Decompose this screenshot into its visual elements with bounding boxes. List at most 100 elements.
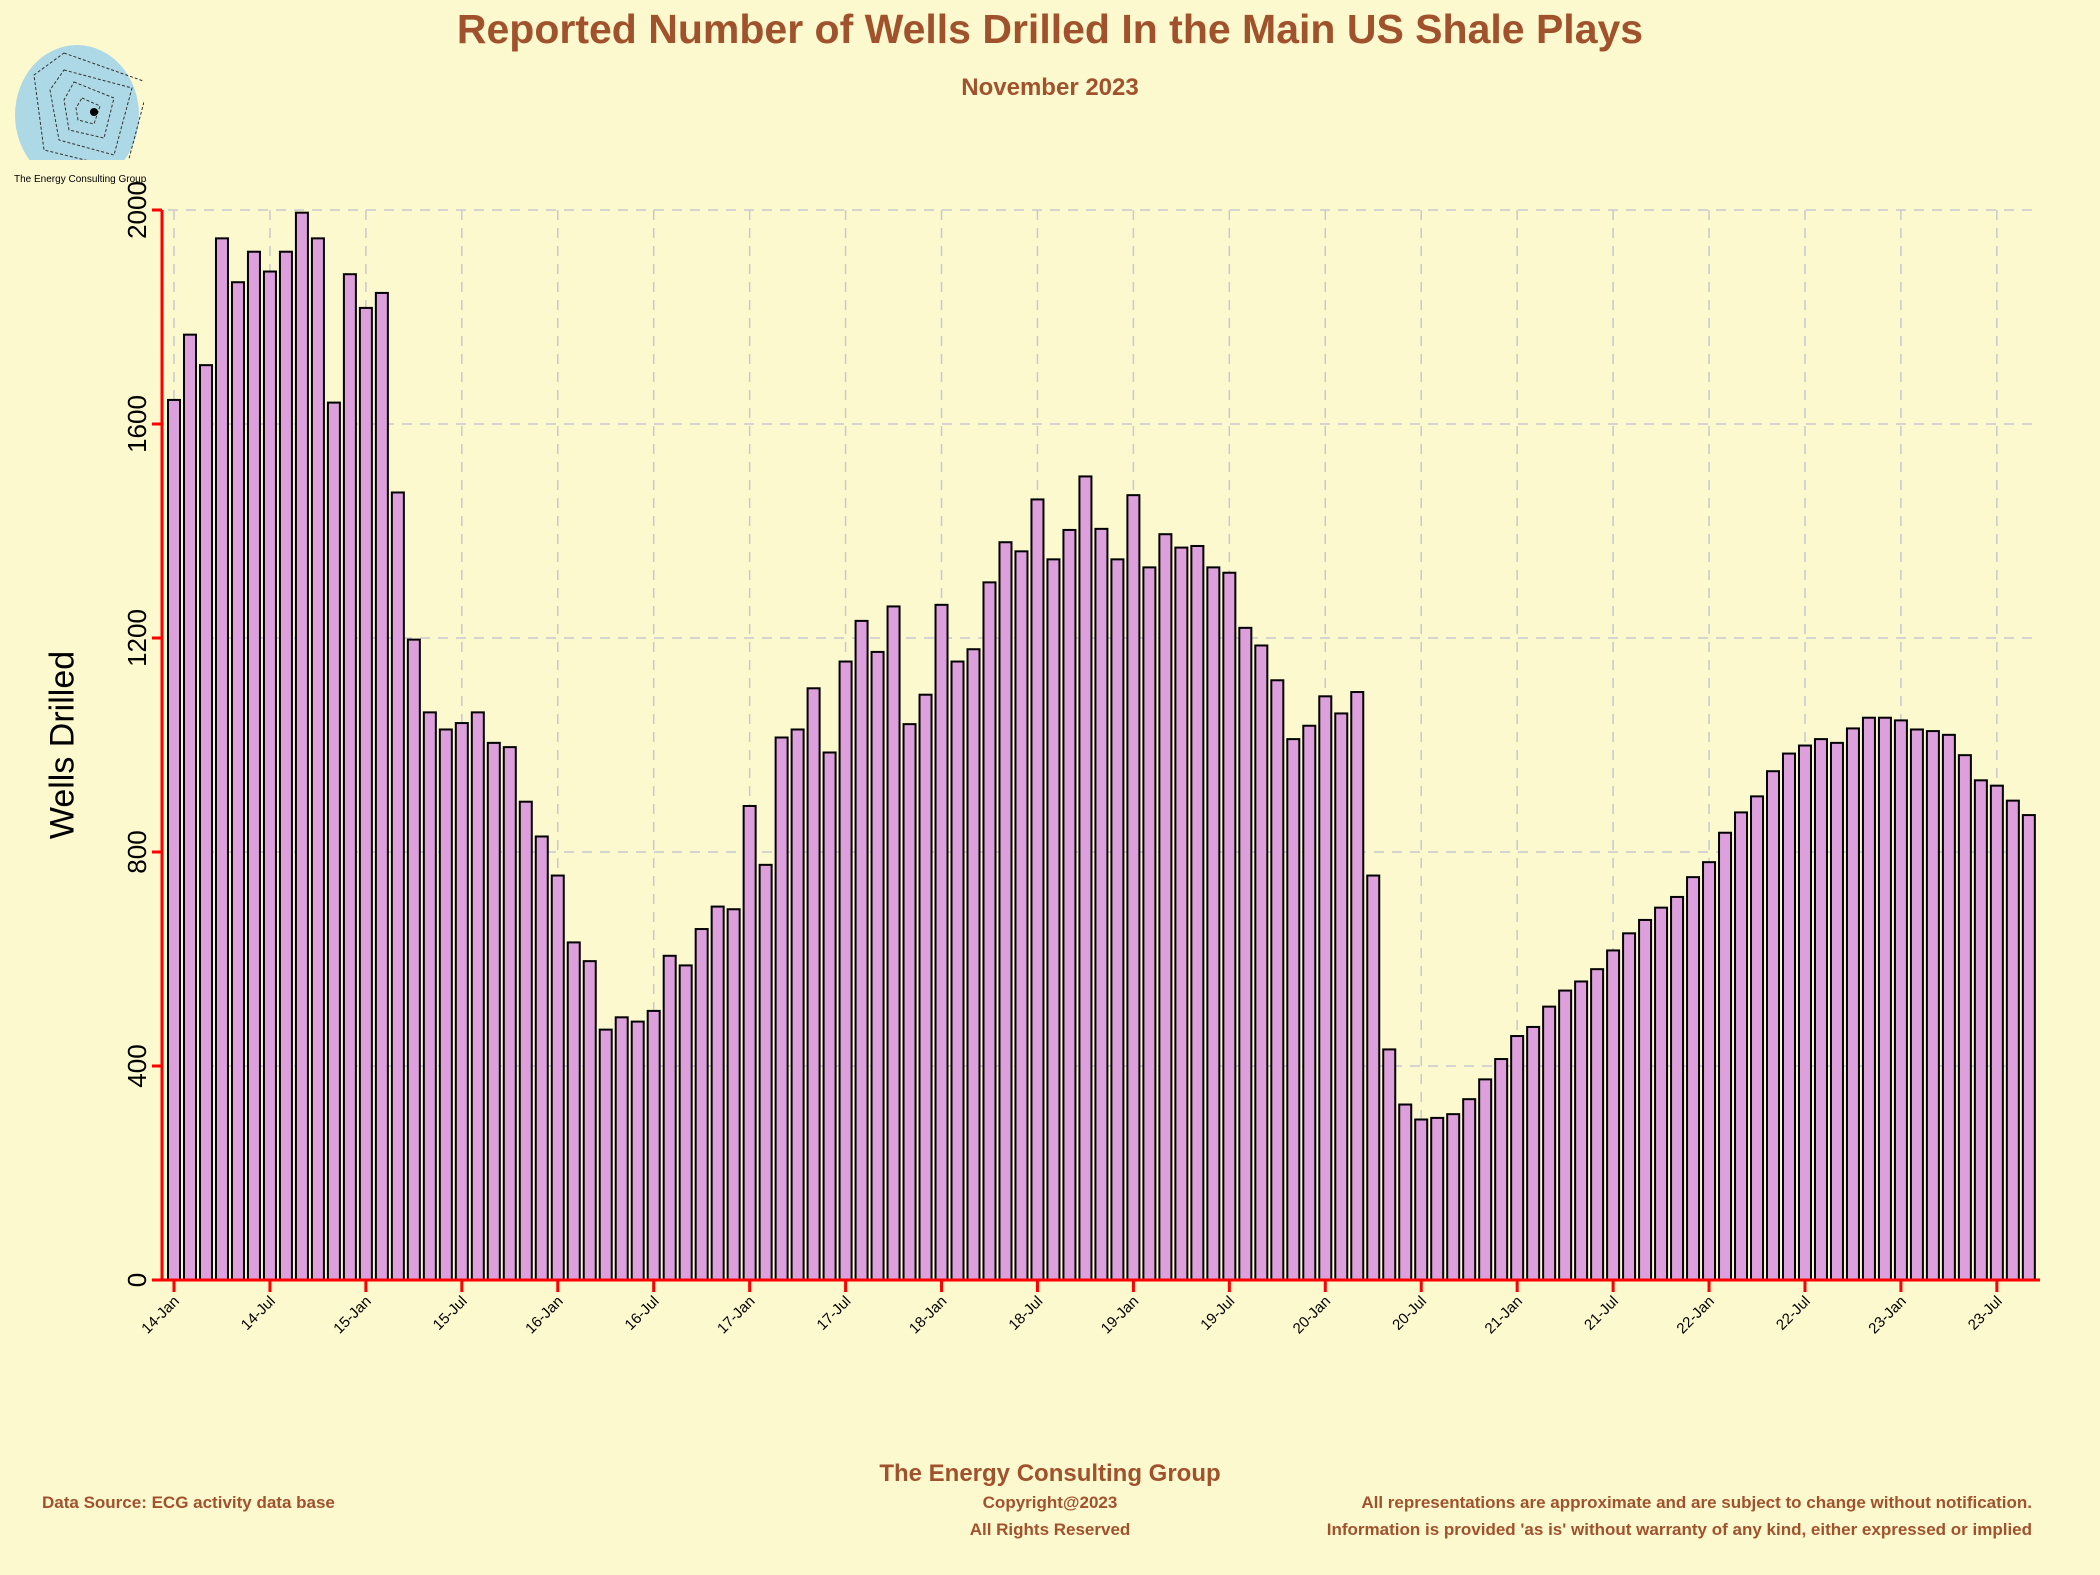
bar: [742, 804, 757, 1281]
footer-org: The Energy Consulting Group: [879, 1460, 1221, 1487]
bar: [534, 835, 549, 1281]
x-tick-label: 18-Jul: [1005, 1293, 1046, 1334]
bar: [1797, 744, 1812, 1281]
bar: [1142, 566, 1157, 1281]
bar: [1638, 918, 1653, 1281]
bar: [1957, 754, 1972, 1281]
bar: [182, 333, 197, 1281]
bar: [1494, 1058, 1509, 1282]
bar: [454, 722, 469, 1281]
bar: [726, 908, 741, 1281]
bar: [1781, 752, 1796, 1281]
bar: [198, 364, 213, 1281]
bar: [758, 863, 773, 1282]
bar: [566, 941, 581, 1281]
y-tick-label: 1600: [122, 395, 152, 453]
x-tick-label: 22-Jan: [1673, 1293, 1717, 1337]
bar: [214, 237, 229, 1282]
company-logo: [14, 20, 174, 190]
bar: [646, 1009, 661, 1282]
bar: [582, 960, 597, 1281]
data-source: Data Source: ECG activity data base: [42, 1493, 335, 1512]
bar: [1366, 874, 1381, 1281]
x-tick-label: 22-Jul: [1773, 1293, 1814, 1334]
bar: [1382, 1048, 1397, 1282]
bar: [1766, 770, 1780, 1282]
bar: [886, 605, 901, 1281]
bar: [1925, 730, 1940, 1281]
bar: [934, 603, 949, 1281]
bar: [518, 800, 533, 1282]
bar: [614, 1016, 629, 1281]
x-tick-label: 21-Jan: [1482, 1293, 1526, 1337]
x-tick-label: 15-Jan: [330, 1293, 374, 1337]
bar: [1110, 558, 1125, 1281]
bar: [2021, 814, 2036, 1282]
bar: [1030, 498, 1045, 1281]
bar: [1334, 712, 1349, 1281]
bar: [1670, 895, 1685, 1281]
bar: [1014, 550, 1029, 1281]
disclaimer-2: Information is provided 'as is' without …: [1326, 1520, 2032, 1539]
bar: [1845, 727, 1860, 1281]
bar: [1094, 527, 1109, 1281]
bar: [262, 270, 277, 1281]
bar: [918, 693, 933, 1281]
bar: [1478, 1078, 1493, 1281]
chart-subtitle: November 2023: [961, 74, 1139, 101]
x-tick-label: 16-Jul: [622, 1293, 663, 1334]
bar: [342, 273, 357, 1281]
bar: [982, 581, 997, 1281]
bar: [502, 746, 517, 1281]
bar: [630, 1020, 645, 1281]
bar: [1302, 724, 1317, 1281]
bar: [358, 306, 373, 1281]
bar: [1158, 533, 1173, 1281]
bar: [1190, 544, 1205, 1281]
y-tick-label: 0: [122, 1273, 152, 1287]
bar: [294, 211, 309, 1281]
bar: [1286, 738, 1301, 1281]
x-tick-label: 23-Jan: [1865, 1293, 1909, 1337]
bar: [1941, 733, 1956, 1281]
bar: [1526, 1025, 1541, 1281]
x-tick-label: 16-Jan: [522, 1293, 566, 1337]
x-tick-label: 20-Jul: [1389, 1293, 1430, 1334]
bar: [1398, 1103, 1413, 1282]
bar: [1446, 1113, 1461, 1282]
copyright: Copyright@2023: [982, 1493, 1118, 1512]
logo-caption: The Energy Consulting Group: [14, 174, 147, 185]
bar: [374, 291, 389, 1281]
bar: [1238, 626, 1253, 1281]
bar: [870, 650, 885, 1281]
bar: [422, 711, 437, 1281]
bar: [710, 905, 725, 1281]
bar: [326, 401, 341, 1282]
bar: [1078, 475, 1093, 1281]
bar: [1574, 980, 1589, 1281]
bar: [998, 541, 1013, 1281]
x-tick-label: 20-Jan: [1290, 1293, 1334, 1337]
bar: [167, 398, 181, 1281]
disclaimer-1: All representations are approximate and …: [1361, 1493, 2032, 1512]
bar: [1718, 831, 1733, 1281]
bar: [822, 751, 837, 1281]
bar: [1590, 968, 1605, 1281]
x-tick-label: 18-Jan: [906, 1293, 950, 1337]
bar: [1206, 566, 1221, 1281]
bar: [838, 660, 853, 1281]
bar: [790, 728, 805, 1281]
x-tick-label: 19-Jan: [1098, 1293, 1142, 1337]
bar: [1750, 795, 1765, 1281]
bar: [406, 638, 421, 1281]
bar: [1046, 558, 1061, 1281]
bar: [678, 964, 693, 1281]
bar: [1414, 1118, 1429, 1281]
x-tick-label: 21-Jul: [1581, 1293, 1622, 1334]
y-tick-label: 800: [122, 830, 152, 873]
bar: [1829, 741, 1844, 1281]
bar: [1174, 546, 1189, 1281]
bar: [1510, 1035, 1525, 1282]
bar: [278, 250, 293, 1282]
bar: [966, 648, 981, 1281]
